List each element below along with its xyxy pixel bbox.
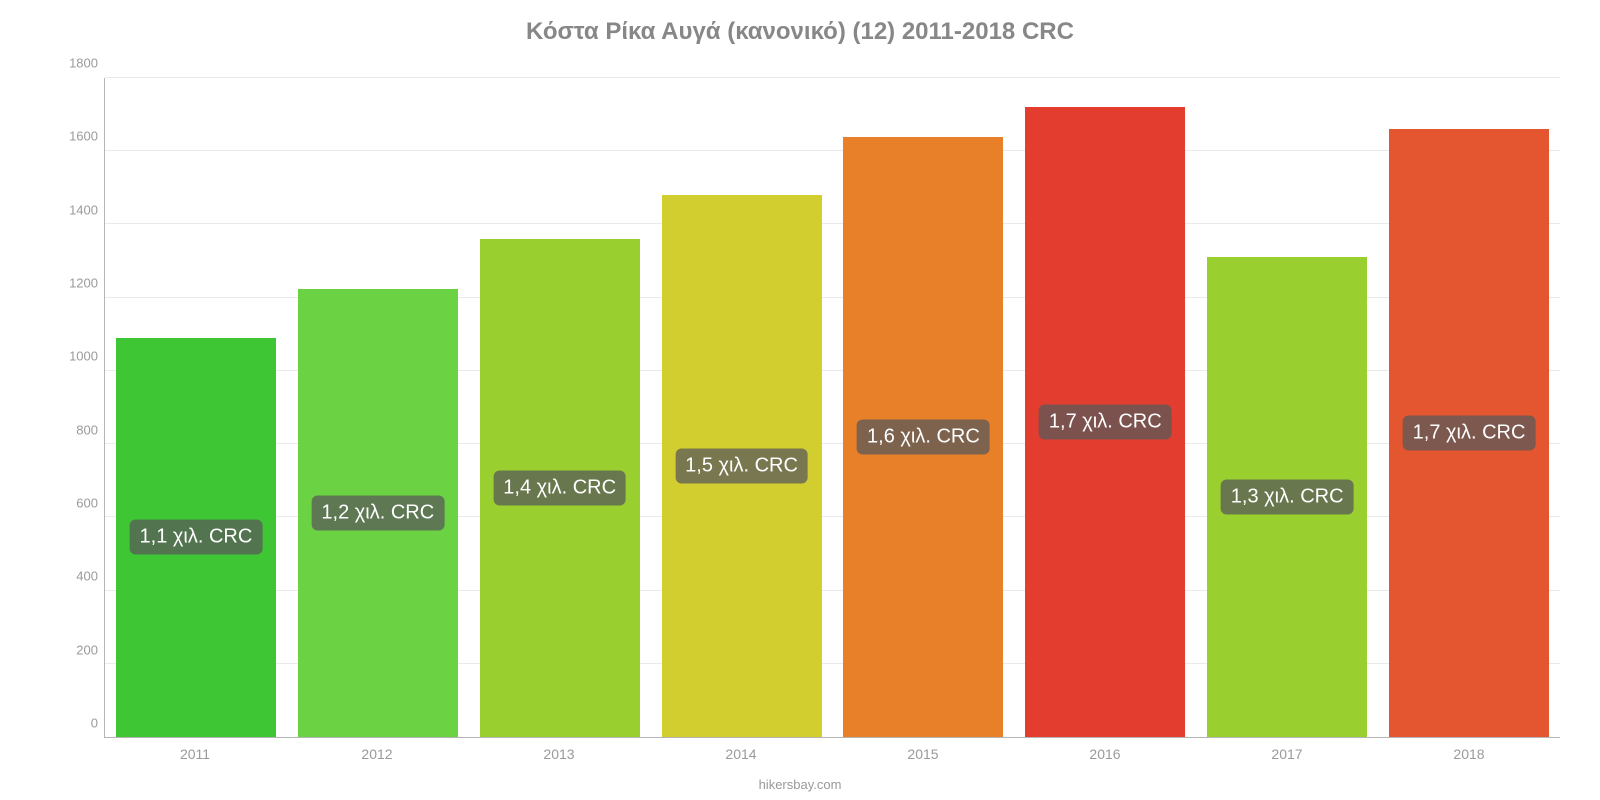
bar: 1,7 χιλ. CRC (1025, 107, 1185, 737)
bar-slot: 1,6 χιλ. CRC (833, 78, 1015, 737)
x-tick-label: 2017 (1196, 738, 1378, 762)
bar: 1,4 χιλ. CRC (480, 239, 640, 737)
bar-value-label: 1,2 χιλ. CRC (311, 495, 444, 530)
y-tick-label: 1600 (58, 129, 98, 144)
footer-source: hikersbay.com (0, 777, 1600, 792)
bars-container: 1,1 χιλ. CRC 1,2 χιλ. CRC 1,4 χιλ. CRC 1,5 … (105, 78, 1560, 737)
x-tick-label: 2015 (832, 738, 1014, 762)
bar: 1,2 χιλ. CRC (298, 289, 458, 737)
plot-outer: 020040060080010001200140016001800 1,1 χι… (60, 78, 1570, 738)
bar: 1,1 χιλ. CRC (116, 338, 276, 737)
bar-value-label: 1,6 χιλ. CRC (857, 419, 990, 454)
y-tick-label: 200 (58, 642, 98, 657)
x-tick-label: 2013 (468, 738, 650, 762)
bar-slot: 1,5 χιλ. CRC (651, 78, 833, 737)
y-tick-label: 1000 (58, 349, 98, 364)
bar-slot: 1,4 χιλ. CRC (469, 78, 651, 737)
x-tick-label: 2018 (1378, 738, 1560, 762)
bar-value-label: 1,3 χιλ. CRC (1221, 480, 1354, 515)
x-axis: 20112012201320142015201620172018 (104, 738, 1560, 762)
bar: 1,6 χιλ. CRC (843, 137, 1003, 737)
bar-value-label: 1,7 χιλ. CRC (1403, 416, 1536, 451)
bar-slot: 1,2 χιλ. CRC (287, 78, 469, 737)
plot-area: 1,1 χιλ. CRC 1,2 χιλ. CRC 1,4 χιλ. CRC 1,5 … (104, 78, 1560, 738)
bar-value-label: 1,1 χιλ. CRC (130, 520, 263, 555)
bar-value-label: 1,7 χιλ. CRC (1039, 405, 1172, 440)
bar-slot: 1,3 χιλ. CRC (1196, 78, 1378, 737)
bar: 1,7 χιλ. CRC (1389, 129, 1549, 737)
y-tick-label: 1400 (58, 202, 98, 217)
x-tick-label: 2011 (104, 738, 286, 762)
chart-title: Κόστα Ρίκα Αυγά (κανονικό) (12) 2011-201… (0, 0, 1600, 46)
y-tick-label: 600 (58, 496, 98, 511)
bar-slot: 1,1 χιλ. CRC (105, 78, 287, 737)
x-tick-label: 2014 (650, 738, 832, 762)
bar-value-label: 1,5 χιλ. CRC (675, 449, 808, 484)
x-tick-label: 2016 (1014, 738, 1196, 762)
y-tick-label: 0 (58, 716, 98, 731)
y-axis: 020040060080010001200140016001800 (60, 78, 104, 738)
bar-value-label: 1,4 χιλ. CRC (493, 471, 626, 506)
bar-slot: 1,7 χιλ. CRC (1378, 78, 1560, 737)
y-tick-label: 400 (58, 569, 98, 584)
y-tick-label: 1800 (58, 56, 98, 71)
bar: 1,5 χιλ. CRC (662, 195, 822, 737)
bar: 1,3 χιλ. CRC (1207, 257, 1367, 737)
bar-slot: 1,7 χιλ. CRC (1014, 78, 1196, 737)
y-tick-label: 800 (58, 422, 98, 437)
y-tick-label: 1200 (58, 276, 98, 291)
x-tick-label: 2012 (286, 738, 468, 762)
